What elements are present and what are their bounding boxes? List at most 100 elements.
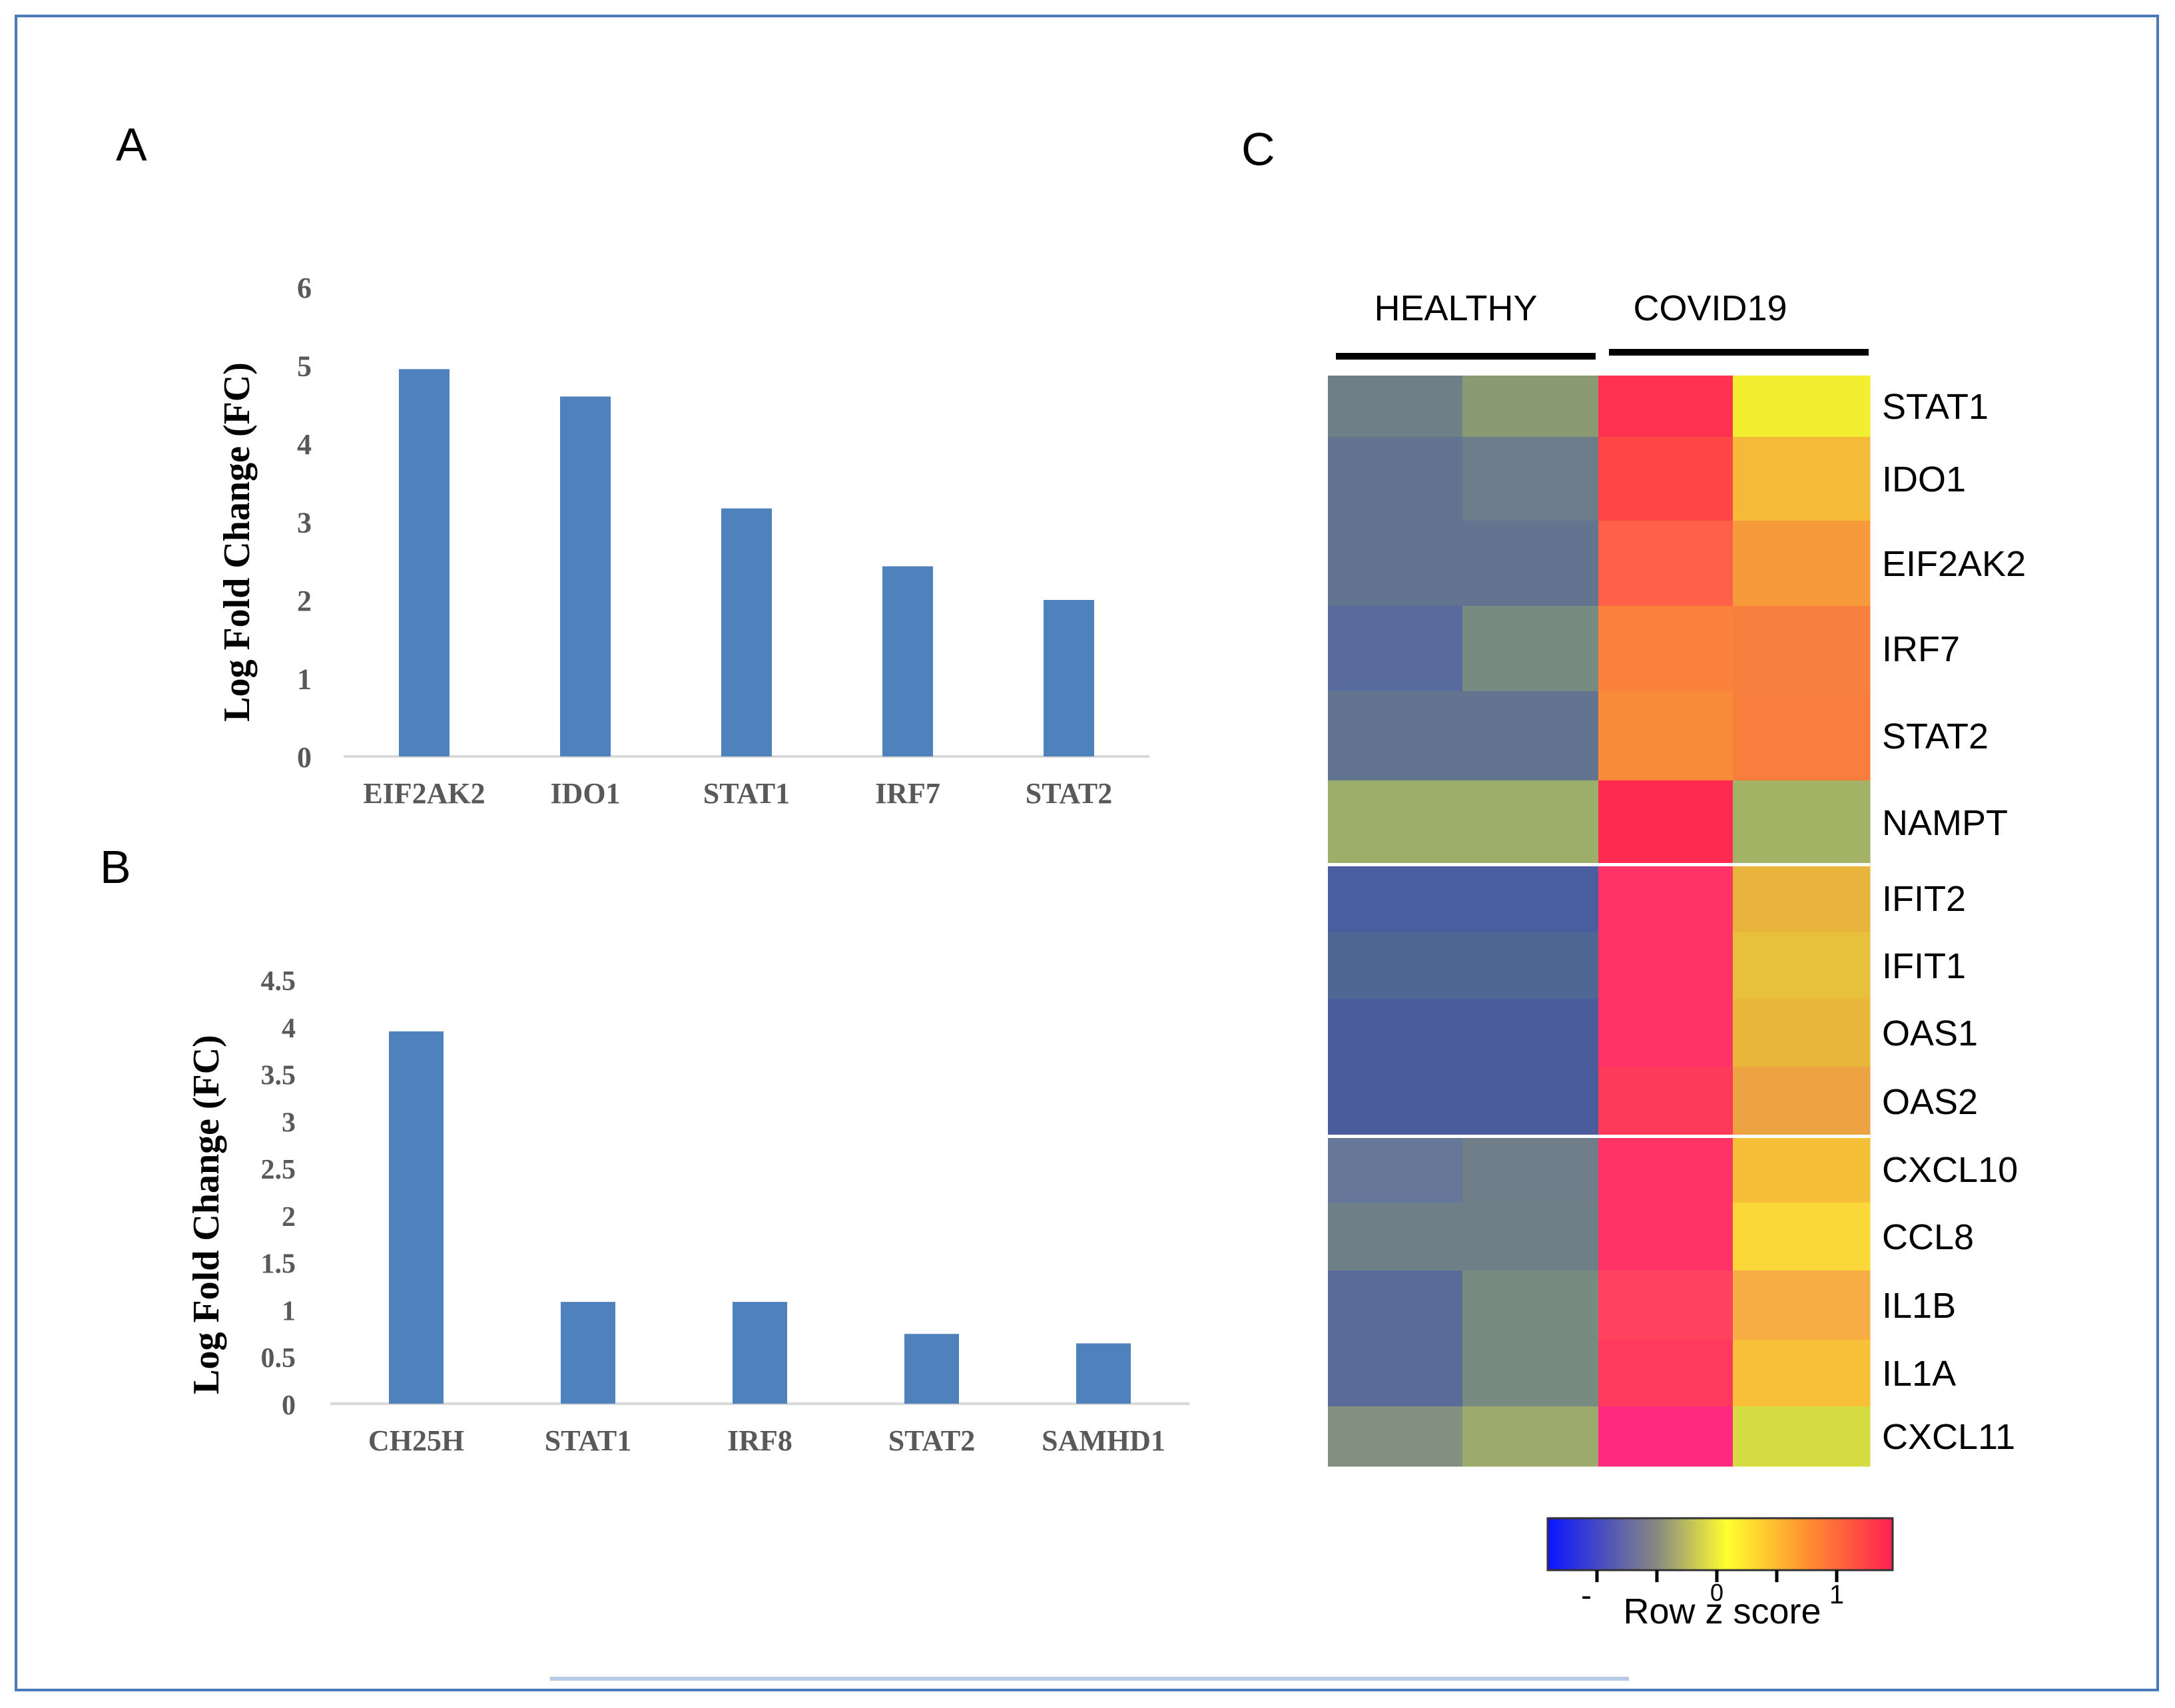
- heatmap-cell: [1328, 1406, 1463, 1467]
- y-tick-label: 0: [297, 741, 312, 774]
- heatmap-row-label: CCL8: [1882, 1217, 1974, 1257]
- heatmap-row-label: STAT1: [1882, 387, 1989, 427]
- bar-eif2ak2: [399, 369, 450, 756]
- x-tick-label: STAT2: [1026, 777, 1112, 810]
- x-tick-label: STAT1: [703, 777, 790, 810]
- y-tick-label: 1: [282, 1296, 296, 1326]
- bar-stat2: [1044, 600, 1094, 756]
- zscore-tick-minus: -: [1581, 1578, 1592, 1613]
- heatmap-cell: [1598, 1067, 1733, 1137]
- heatmap-block-separator: [1328, 863, 1870, 866]
- heatmap-cell: [1733, 780, 1871, 865]
- heatmap-cell: [1328, 864, 1463, 933]
- bar-irf7: [882, 566, 933, 756]
- heatmap-cell: [1598, 437, 1733, 521]
- heatmap-row-label: NAMPT: [1882, 803, 2008, 843]
- y-tick-label: 3.5: [261, 1061, 296, 1091]
- heatmap-cell: [1462, 999, 1599, 1067]
- bar-samhd1: [1076, 1343, 1131, 1404]
- chart-panel-a: 0 1 2 3 4 5 6 EIF2AK2 IDO1 STAT1 IRF7 STAT2: [297, 272, 1149, 810]
- heatmap-cell: [1733, 932, 1871, 999]
- y-tick-label: 1: [297, 663, 312, 696]
- y-tick-label: 0: [282, 1390, 296, 1421]
- heatmap-row-label: IFIT2: [1882, 879, 1966, 919]
- heatmap-row-label: OAS1: [1882, 1013, 1978, 1053]
- heatmap-row-label: IRF7: [1882, 629, 1960, 669]
- heatmap-cell: [1598, 932, 1733, 999]
- heatmap-cell: [1462, 1406, 1599, 1467]
- panel-label-b: B: [100, 841, 131, 893]
- y-tick-label: 3: [297, 507, 312, 539]
- heatmap-cell: [1328, 1067, 1463, 1137]
- x-tick-label: IRF8: [727, 1424, 792, 1457]
- heatmap-cell: [1598, 691, 1733, 781]
- x-tick-label: IDO1: [550, 777, 620, 810]
- heatmap-cell: [1598, 1203, 1733, 1271]
- bar-stat1: [721, 508, 772, 756]
- heatmap-cell: [1462, 1271, 1599, 1340]
- zscore-colorbar: [1546, 1517, 1894, 1571]
- heatmap-cell: [1733, 1067, 1871, 1137]
- heatmap-cell: [1733, 1340, 1871, 1407]
- heatmap-row-label: STAT2: [1882, 716, 1989, 756]
- figure-frame: A B C 0 1 2 3 4 5 6 EIF2AK2 IDO1 STAT1 IRF7 STAT2 L…: [15, 15, 2159, 1691]
- x-tick-label: CH25H: [368, 1424, 464, 1457]
- heatmap-cell: [1733, 1271, 1871, 1340]
- zscore-legend-title: Row z score: [1623, 1591, 1821, 1631]
- zscore-tick-one: 1: [1829, 1580, 1844, 1609]
- x-tick-label: IRF7: [875, 777, 940, 810]
- heatmap-cell: [1328, 999, 1463, 1067]
- panel-label-a: A: [116, 119, 147, 170]
- bar-irf8: [733, 1302, 787, 1404]
- heatmap-cell: [1598, 1340, 1733, 1407]
- heatmap-cell: [1598, 864, 1733, 933]
- heatmap-row-label: IDO1: [1882, 459, 1966, 499]
- y-tick-label: 6: [297, 272, 312, 304]
- y-tick-label: 5: [297, 350, 312, 383]
- heatmap-cell: [1598, 376, 1733, 437]
- y-tick-label: 4: [297, 428, 312, 461]
- y-tick-label: 3: [282, 1107, 296, 1138]
- heatmap-cell: [1462, 780, 1599, 865]
- y-tick-label: 2: [282, 1202, 296, 1233]
- heatmap-cell: [1733, 1203, 1871, 1271]
- y-tick-label: 2: [297, 585, 312, 617]
- heatmap-cell: [1328, 1271, 1463, 1340]
- heatmap-cell: [1733, 999, 1871, 1067]
- heatmap-cell: [1733, 1406, 1871, 1467]
- heatmap-cell: [1328, 691, 1463, 781]
- heatmap-cell: [1733, 606, 1871, 692]
- bar-ch25h: [389, 1031, 444, 1404]
- x-tick-label: EIF2AK2: [363, 777, 485, 810]
- heatmap-cell: [1733, 521, 1871, 607]
- y-tick-label: 1.5: [261, 1249, 296, 1280]
- y-tick-label: 4.5: [261, 966, 296, 997]
- heatmap-cell: [1328, 437, 1463, 521]
- heatmap-row-label: CXCL11: [1882, 1417, 2015, 1457]
- chart-a-ylabel: Log Fold Change (FC): [216, 362, 258, 722]
- heatmap-block-separator: [1328, 1135, 1870, 1138]
- heatmap-row-label: CXCL10: [1882, 1150, 2018, 1190]
- heatmap-cell: [1462, 1067, 1599, 1137]
- heatmap-cell: [1462, 376, 1599, 437]
- heatmap-cell: [1462, 691, 1599, 781]
- y-tick-label: 4: [282, 1013, 296, 1044]
- heatmap-cell: [1598, 1136, 1733, 1203]
- heatmap-cell: [1598, 1271, 1733, 1340]
- heatmap-cell: [1733, 437, 1871, 521]
- heatmap-cell: [1328, 376, 1463, 437]
- y-tick-label: 2.5: [261, 1155, 296, 1185]
- bar-ido1: [560, 396, 611, 756]
- heatmap-cell: [1328, 1203, 1463, 1271]
- heatmap: STAT1 IDO1 EIF2AK2 IRF7 STAT2 NAMPT IFIT2 IFIT1…: [1328, 376, 2026, 1467]
- heatmap-cell: [1328, 1340, 1463, 1407]
- heatmap-group-covid19: COVID19: [1633, 288, 1787, 328]
- zscore-tick-zero: 0: [1710, 1579, 1723, 1606]
- x-tick-label: SAMHD1: [1042, 1424, 1165, 1457]
- heatmap-cell: [1328, 606, 1463, 692]
- heatmap-cell: [1733, 1136, 1871, 1203]
- heatmap-cell: [1462, 1136, 1599, 1203]
- heatmap-row-label: IFIT1: [1882, 946, 1966, 986]
- heatmap-row-label: EIF2AK2: [1882, 544, 2026, 584]
- heatmap-cell: [1328, 932, 1463, 999]
